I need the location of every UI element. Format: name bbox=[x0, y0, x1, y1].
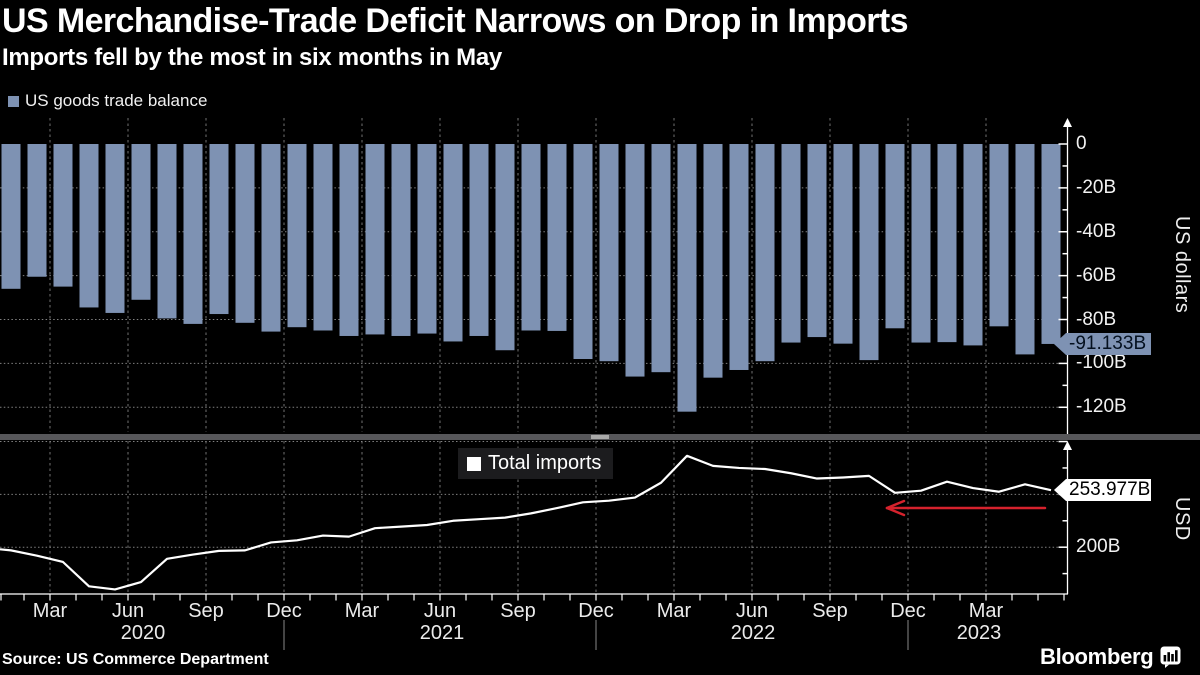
trade-balance-bar bbox=[261, 144, 281, 332]
trade-balance-bar bbox=[313, 144, 333, 331]
trade-balance-bar bbox=[833, 144, 853, 344]
trade-balance-bar bbox=[469, 144, 489, 336]
trade-balance-bar bbox=[1, 144, 21, 289]
legend-goods-trade-balance: US goods trade balance bbox=[8, 91, 207, 111]
year-label: 2023 bbox=[956, 622, 1002, 644]
trade-balance-bar bbox=[443, 144, 463, 342]
trade-balance-bar bbox=[573, 144, 593, 360]
bloomberg-logo: Bloomberg bbox=[1040, 644, 1181, 670]
month-label: Jun bbox=[423, 600, 457, 622]
x-axis-month-labels: Mar Jun Sep Dec Mar Jun Sep Dec Mar Jun Sep Dec Mar bbox=[0, 600, 1068, 622]
trade-balance-bar bbox=[521, 144, 541, 331]
month-label: Jun bbox=[111, 600, 145, 622]
chart-title: US Merchandise-Trade Deficit Narrows on … bbox=[2, 2, 909, 40]
month-label: Dec bbox=[266, 600, 302, 622]
source-credit: Source: US Commerce Department bbox=[2, 651, 269, 668]
month-label: Dec bbox=[578, 600, 614, 622]
trade-balance-bar bbox=[235, 144, 255, 323]
month-label: Sep bbox=[812, 600, 848, 622]
y-axis-caption-top: US dollars bbox=[1171, 216, 1193, 314]
line-series-swatch-icon bbox=[467, 456, 481, 471]
y-tick-label: -40B bbox=[1076, 220, 1117, 242]
trade-balance-bar bbox=[625, 144, 645, 377]
trade-balance-bar bbox=[495, 144, 515, 351]
trade-balance-bar bbox=[703, 144, 723, 378]
chart-subtitle: Imports fell by the most in six months i… bbox=[2, 44, 502, 71]
year-label: 2022 bbox=[730, 622, 776, 644]
trade-balance-bar bbox=[963, 144, 983, 346]
y-tick-label: -100B bbox=[1076, 352, 1127, 374]
y-tick-label: 0 bbox=[1076, 133, 1087, 154]
trade-balance-bar bbox=[27, 144, 47, 277]
y-tick-label: -60B bbox=[1076, 264, 1117, 286]
trade-balance-bar bbox=[755, 144, 775, 362]
trade-balance-bar bbox=[209, 144, 229, 315]
trade-balance-bar bbox=[885, 144, 905, 329]
month-label: Jun bbox=[735, 600, 769, 622]
month-label: Mar bbox=[32, 600, 68, 622]
annotation-arrowhead-icon bbox=[885, 499, 906, 510]
trade-balance-bar bbox=[729, 144, 749, 370]
trade-balance-bar bbox=[859, 144, 879, 361]
legend-total-imports: Total imports bbox=[458, 448, 614, 479]
trade-balance-bar bbox=[781, 144, 801, 343]
total-imports-line bbox=[0, 454, 1052, 591]
trade-balance-bar bbox=[599, 144, 619, 362]
axis-arrow-up-icon bbox=[1063, 441, 1072, 450]
trade-balance-bar bbox=[339, 144, 359, 336]
trade-balance-bar bbox=[1015, 144, 1035, 355]
trade-balance-bar bbox=[53, 144, 73, 287]
y-tick-label: -120B bbox=[1076, 396, 1127, 418]
y-axis-caption-bottom: USD bbox=[1171, 497, 1193, 541]
trade-balance-bar bbox=[365, 144, 385, 335]
panel-divider-drag-handle-icon[interactable] bbox=[591, 435, 609, 439]
month-label: Mar bbox=[968, 600, 1004, 622]
trade-balance-bar bbox=[989, 144, 1009, 327]
year-label: 2021 bbox=[419, 622, 465, 644]
month-label: Mar bbox=[344, 600, 380, 622]
trade-balance-bar bbox=[937, 144, 957, 343]
trade-balance-bar bbox=[157, 144, 177, 319]
bar-series-swatch-icon bbox=[8, 95, 19, 107]
bloomberg-terminal-icon bbox=[1160, 646, 1181, 668]
last-value-badge-balance: -91.133B bbox=[1054, 333, 1151, 355]
axis-arrow-up-icon bbox=[1063, 118, 1072, 127]
legend-label: Total imports bbox=[488, 452, 602, 474]
trade-balance-bar bbox=[131, 144, 151, 300]
trade-balance-bar bbox=[547, 144, 567, 331]
x-axis-year-labels: 2020 2021 2022 2023 bbox=[0, 622, 1068, 644]
trade-balance-bar bbox=[1041, 144, 1061, 344]
trade-balance-bar bbox=[183, 144, 203, 324]
trade-balance-bar bbox=[105, 144, 125, 313]
annotation-arrowhead-icon bbox=[885, 506, 906, 517]
trade-balance-bar bbox=[651, 144, 671, 373]
trade-balance-bar bbox=[391, 144, 411, 336]
last-value-badge-imports: 253.977B bbox=[1054, 479, 1151, 501]
legend-label: US goods trade balance bbox=[25, 91, 208, 110]
trade-balance-bar bbox=[677, 144, 697, 412]
bloomberg-logo-text: Bloomberg bbox=[1040, 644, 1154, 669]
trade-balance-bar bbox=[287, 144, 307, 328]
y-tick-label: 200B bbox=[1076, 536, 1121, 558]
month-label: Mar bbox=[656, 600, 692, 622]
y-tick-label: -20B bbox=[1076, 176, 1117, 198]
y-tick-label: -80B bbox=[1076, 308, 1117, 330]
year-label: 2020 bbox=[120, 622, 166, 644]
month-label: Sep bbox=[500, 600, 536, 622]
trade-balance-bar bbox=[807, 144, 827, 338]
month-label: Dec bbox=[890, 600, 926, 622]
trade-balance-bar bbox=[417, 144, 437, 334]
trade-balance-bar bbox=[911, 144, 931, 343]
month-label: Sep bbox=[188, 600, 224, 622]
trade-balance-bar bbox=[79, 144, 99, 308]
